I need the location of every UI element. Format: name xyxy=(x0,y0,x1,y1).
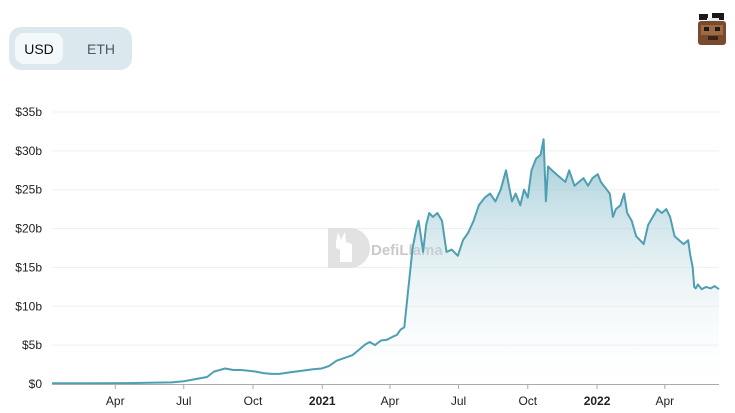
x-tick-label: 2021 xyxy=(309,394,336,408)
currency-toggle: USD ETH xyxy=(9,27,132,70)
tvl-area-fill xyxy=(52,139,719,384)
x-tick-label: Oct xyxy=(518,394,537,408)
x-tick-label: Jul xyxy=(451,394,466,408)
y-tick-label: $20b xyxy=(15,222,42,236)
x-tick-label: Apr xyxy=(106,394,125,408)
y-tick-label: $5b xyxy=(22,338,42,352)
usd-toggle-button[interactable]: USD xyxy=(15,33,63,64)
avatar[interactable] xyxy=(697,12,727,46)
x-axis-labels: Apr Jul Oct 2021 Apr Jul Oct 2022 Apr xyxy=(106,394,674,408)
x-axis xyxy=(52,384,719,389)
x-tick-label: Oct xyxy=(244,394,263,408)
y-tick-label: $25b xyxy=(15,183,42,197)
tvl-line xyxy=(52,138,720,385)
x-tick-label: Apr xyxy=(655,394,674,408)
tvl-area xyxy=(52,138,720,385)
y-tick-label: $35b xyxy=(15,105,42,119)
y-tick-label: $0 xyxy=(29,377,43,391)
x-tick-label: Apr xyxy=(381,394,400,408)
y-tick-label: $15b xyxy=(15,260,42,274)
y-axis: $0 $5b $10b $15b $20b $25b $30b $35b xyxy=(15,105,42,391)
y-tick-label: $10b xyxy=(15,299,42,313)
y-tick-label: $30b xyxy=(15,144,42,158)
llama-logo-icon xyxy=(328,228,370,268)
x-tick-label: 2022 xyxy=(584,394,611,408)
eth-toggle-button[interactable]: ETH xyxy=(87,40,115,57)
x-tick-label: Jul xyxy=(176,394,191,408)
